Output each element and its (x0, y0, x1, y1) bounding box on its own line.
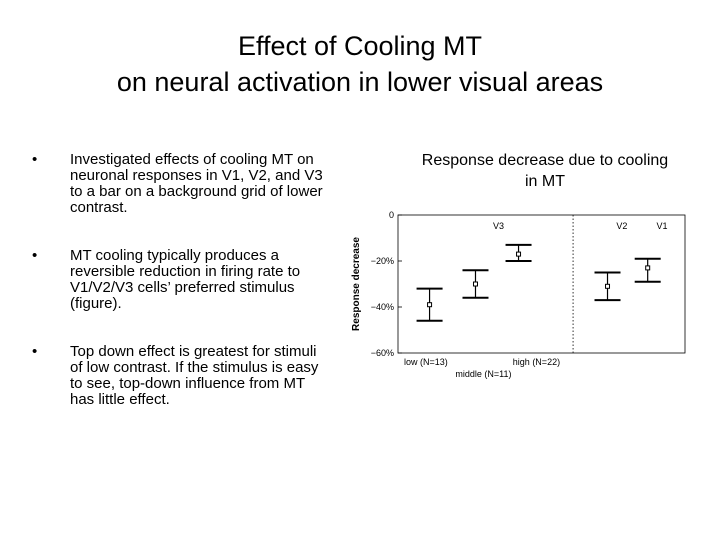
panel-label-v1: V1 (657, 221, 668, 231)
bullet-text: Top down effect is greatest for stimuli … (70, 343, 319, 408)
response-decrease-chart: 0 −20% −40% −60% Response decrease V3 V2 V1 low … (351, 210, 686, 379)
x-label-middle: middle (N=11) (455, 369, 511, 379)
title-line-2: on neural activation in lower visual are… (116, 67, 604, 97)
panel-label-v3: V3 (493, 221, 504, 231)
bullet-item-2: • MT cooling typically produces a revers… (32, 248, 332, 312)
bullet-item-3: • Top down effect is greatest for stimul… (32, 344, 332, 408)
data-point (645, 265, 651, 271)
bullet-list: • Investigated effects of cooling MT on … (32, 152, 332, 440)
data-point (472, 281, 478, 287)
bullet-marker: • (32, 247, 38, 264)
panel-label-v2: V2 (616, 221, 627, 231)
bullet-marker: • (32, 343, 38, 360)
figure-caption: Response decrease due to cooling in MT (421, 152, 669, 190)
bullet-marker: • (32, 151, 38, 168)
plot-frame (397, 214, 686, 354)
data-point (605, 283, 611, 289)
x-label-high: high (N=22) (513, 357, 560, 367)
bullet-text: Investigated effects of cooling MT on ne… (70, 151, 323, 216)
bullet-text: MT cooling typically produces a reversib… (70, 247, 301, 312)
bullet-item-1: • Investigated effects of cooling MT on … (32, 152, 332, 216)
data-point (427, 302, 433, 308)
y-axis-label: Response decrease (351, 237, 362, 331)
x-label-low: low (N=13) (404, 357, 448, 367)
y-tick-label: −20% (371, 256, 394, 266)
y-tick-label: −60% (371, 348, 394, 358)
y-tick-label: 0 (389, 210, 394, 220)
y-tick-label: −40% (371, 302, 394, 312)
slide-title: Effect of Cooling MT on neural activatio… (0, 28, 720, 100)
title-line-1: Effect of Cooling MT (237, 31, 483, 61)
data-point (516, 251, 522, 257)
